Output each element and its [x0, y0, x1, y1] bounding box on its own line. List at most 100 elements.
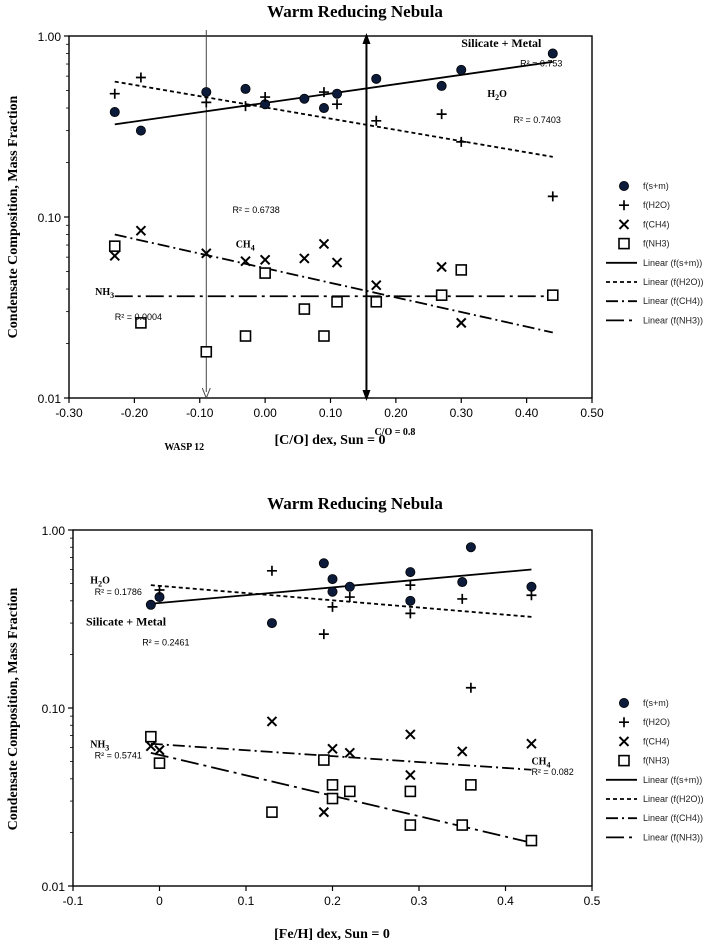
legend-symbol-square: [618, 754, 630, 767]
data-point-plus: [135, 72, 146, 83]
y-axis-label: Condensate Composition, Mass Fraction: [6, 587, 21, 830]
legend-label: f(H2O): [643, 200, 670, 210]
data-point-circle: [332, 88, 343, 99]
data-point-square: [435, 289, 448, 301]
species-label-text: CH: [236, 239, 251, 250]
y-axis-label: Condensate Composition, Mass Fraction: [6, 95, 21, 338]
data-point-plus: [327, 601, 338, 612]
species-label-text: CH: [531, 757, 546, 768]
species-label-subscript: 3: [110, 291, 114, 300]
legend-label: Linear (f(s+m)): [643, 258, 702, 268]
chart-2: Warm Reducing Nebula [Fe/H] dex, Sun = 0 C…: [6, 494, 704, 942]
data-point-plus: [201, 97, 212, 108]
data-point-square: [326, 792, 339, 805]
r-squared-label: R² = 0.5741: [95, 751, 142, 761]
r-squared-label: R² = 0.1786: [95, 587, 142, 597]
legend-symbol-circle: [619, 698, 630, 709]
species-label: CH4: [531, 757, 550, 770]
data-point-x: [436, 261, 447, 273]
legend-label: Linear (f(H2O)): [643, 277, 704, 287]
data-point-circle: [405, 567, 416, 578]
data-point-plus: [405, 580, 416, 591]
data-point-square: [465, 779, 477, 791]
x-tick-label: 0.40: [515, 406, 539, 420]
data-point-circle: [547, 48, 558, 59]
species-label-text: H: [90, 576, 98, 587]
data-point-square: [266, 806, 278, 818]
species-label: CH4: [236, 239, 255, 252]
data-point-plus: [457, 593, 468, 604]
x-tick-label: 0.1: [238, 894, 255, 908]
x-tick-label: 0: [156, 894, 163, 908]
data-point-circle: [457, 577, 468, 588]
species-label-text: NH: [95, 287, 110, 298]
data-point-circle: [327, 574, 338, 585]
data-point-circle: [327, 586, 338, 597]
data-point-plus: [465, 682, 476, 693]
co-ratio-label: C/O = 0.8: [374, 427, 415, 438]
data-point-plus: [109, 88, 120, 99]
data-point-plus: [318, 87, 329, 98]
data-point-square: [331, 296, 343, 308]
species-label-suffix: O: [499, 89, 507, 100]
species-label-text: NH: [90, 739, 105, 750]
data-point-square: [259, 267, 271, 279]
x-tick-label: 0.20: [384, 406, 408, 420]
data-point-circle: [371, 73, 382, 84]
legend-label: Linear (f(NH3)): [643, 315, 703, 325]
trendline-dashdot: [114, 233, 553, 334]
data-point-plus: [526, 590, 537, 601]
data-point-x: [201, 248, 212, 259]
legend-label: f(s+m): [643, 698, 669, 708]
data-point-circle: [526, 581, 537, 592]
data-point-circle: [318, 558, 329, 569]
data-point-square: [239, 330, 252, 342]
data-point-square: [153, 757, 166, 769]
y-tick-label: 0.10: [38, 211, 62, 225]
data-point-square: [404, 785, 417, 798]
trendline-dashed: [150, 584, 532, 618]
co-ratio-arrowhead-up: [362, 33, 371, 44]
data-point-x: [331, 257, 343, 268]
data-point-circle: [318, 103, 329, 114]
data-point-square: [404, 819, 417, 831]
data-point-x: [135, 225, 147, 236]
series-label: Silicate + Metal: [86, 615, 167, 629]
data-point-square: [145, 730, 157, 743]
data-point-x: [259, 254, 271, 266]
data-point-circle: [201, 87, 212, 98]
y-tick-label: 0.01: [38, 392, 62, 406]
data-point-plus: [344, 592, 355, 603]
species-label-subscript: 4: [251, 243, 255, 252]
x-axis-label: [Fe/H] dex, Sun = 0: [274, 927, 390, 942]
data-point-x: [299, 253, 310, 264]
data-point-circle: [109, 107, 120, 118]
chart-title: Warm Reducing Nebula: [267, 2, 443, 21]
species-label: H2O: [90, 576, 110, 589]
co-ratio-arrowhead-down: [362, 390, 371, 401]
data-point-x: [405, 729, 416, 740]
data-point-circle: [135, 125, 146, 136]
legend: f(s+m) f(H2O) f(CH4) f(NH3) Linear (f(s+m)) L…: [606, 180, 704, 325]
legend: f(s+m) f(H2O) f(CH4) f(NH3) Linear (f(s+m)) L…: [606, 698, 704, 842]
data-point-x: [109, 250, 120, 262]
legend-label: Linear (f(CH4)): [643, 296, 703, 306]
data-point-circle: [456, 64, 467, 75]
species-label-subscript: 4: [546, 761, 550, 770]
data-point-square: [525, 834, 538, 847]
trendline-dashdot: [150, 742, 532, 771]
data-point-x: [154, 744, 165, 756]
legend-symbol-square: [618, 237, 630, 250]
species-label-suffix: O: [102, 576, 110, 587]
r-squared-label: R² = 0.753: [520, 58, 562, 68]
data-point-x: [405, 769, 416, 781]
data-point-circle: [344, 581, 355, 592]
data-point-circle: [266, 618, 277, 629]
data-point-plus: [260, 92, 271, 103]
data-point-circle: [145, 599, 156, 610]
data-point-plus: [436, 109, 447, 120]
legend-label: f(H2O): [643, 717, 670, 727]
data-point-plus: [547, 191, 558, 202]
data-point-plus: [371, 115, 382, 126]
data-point-square: [326, 779, 339, 791]
